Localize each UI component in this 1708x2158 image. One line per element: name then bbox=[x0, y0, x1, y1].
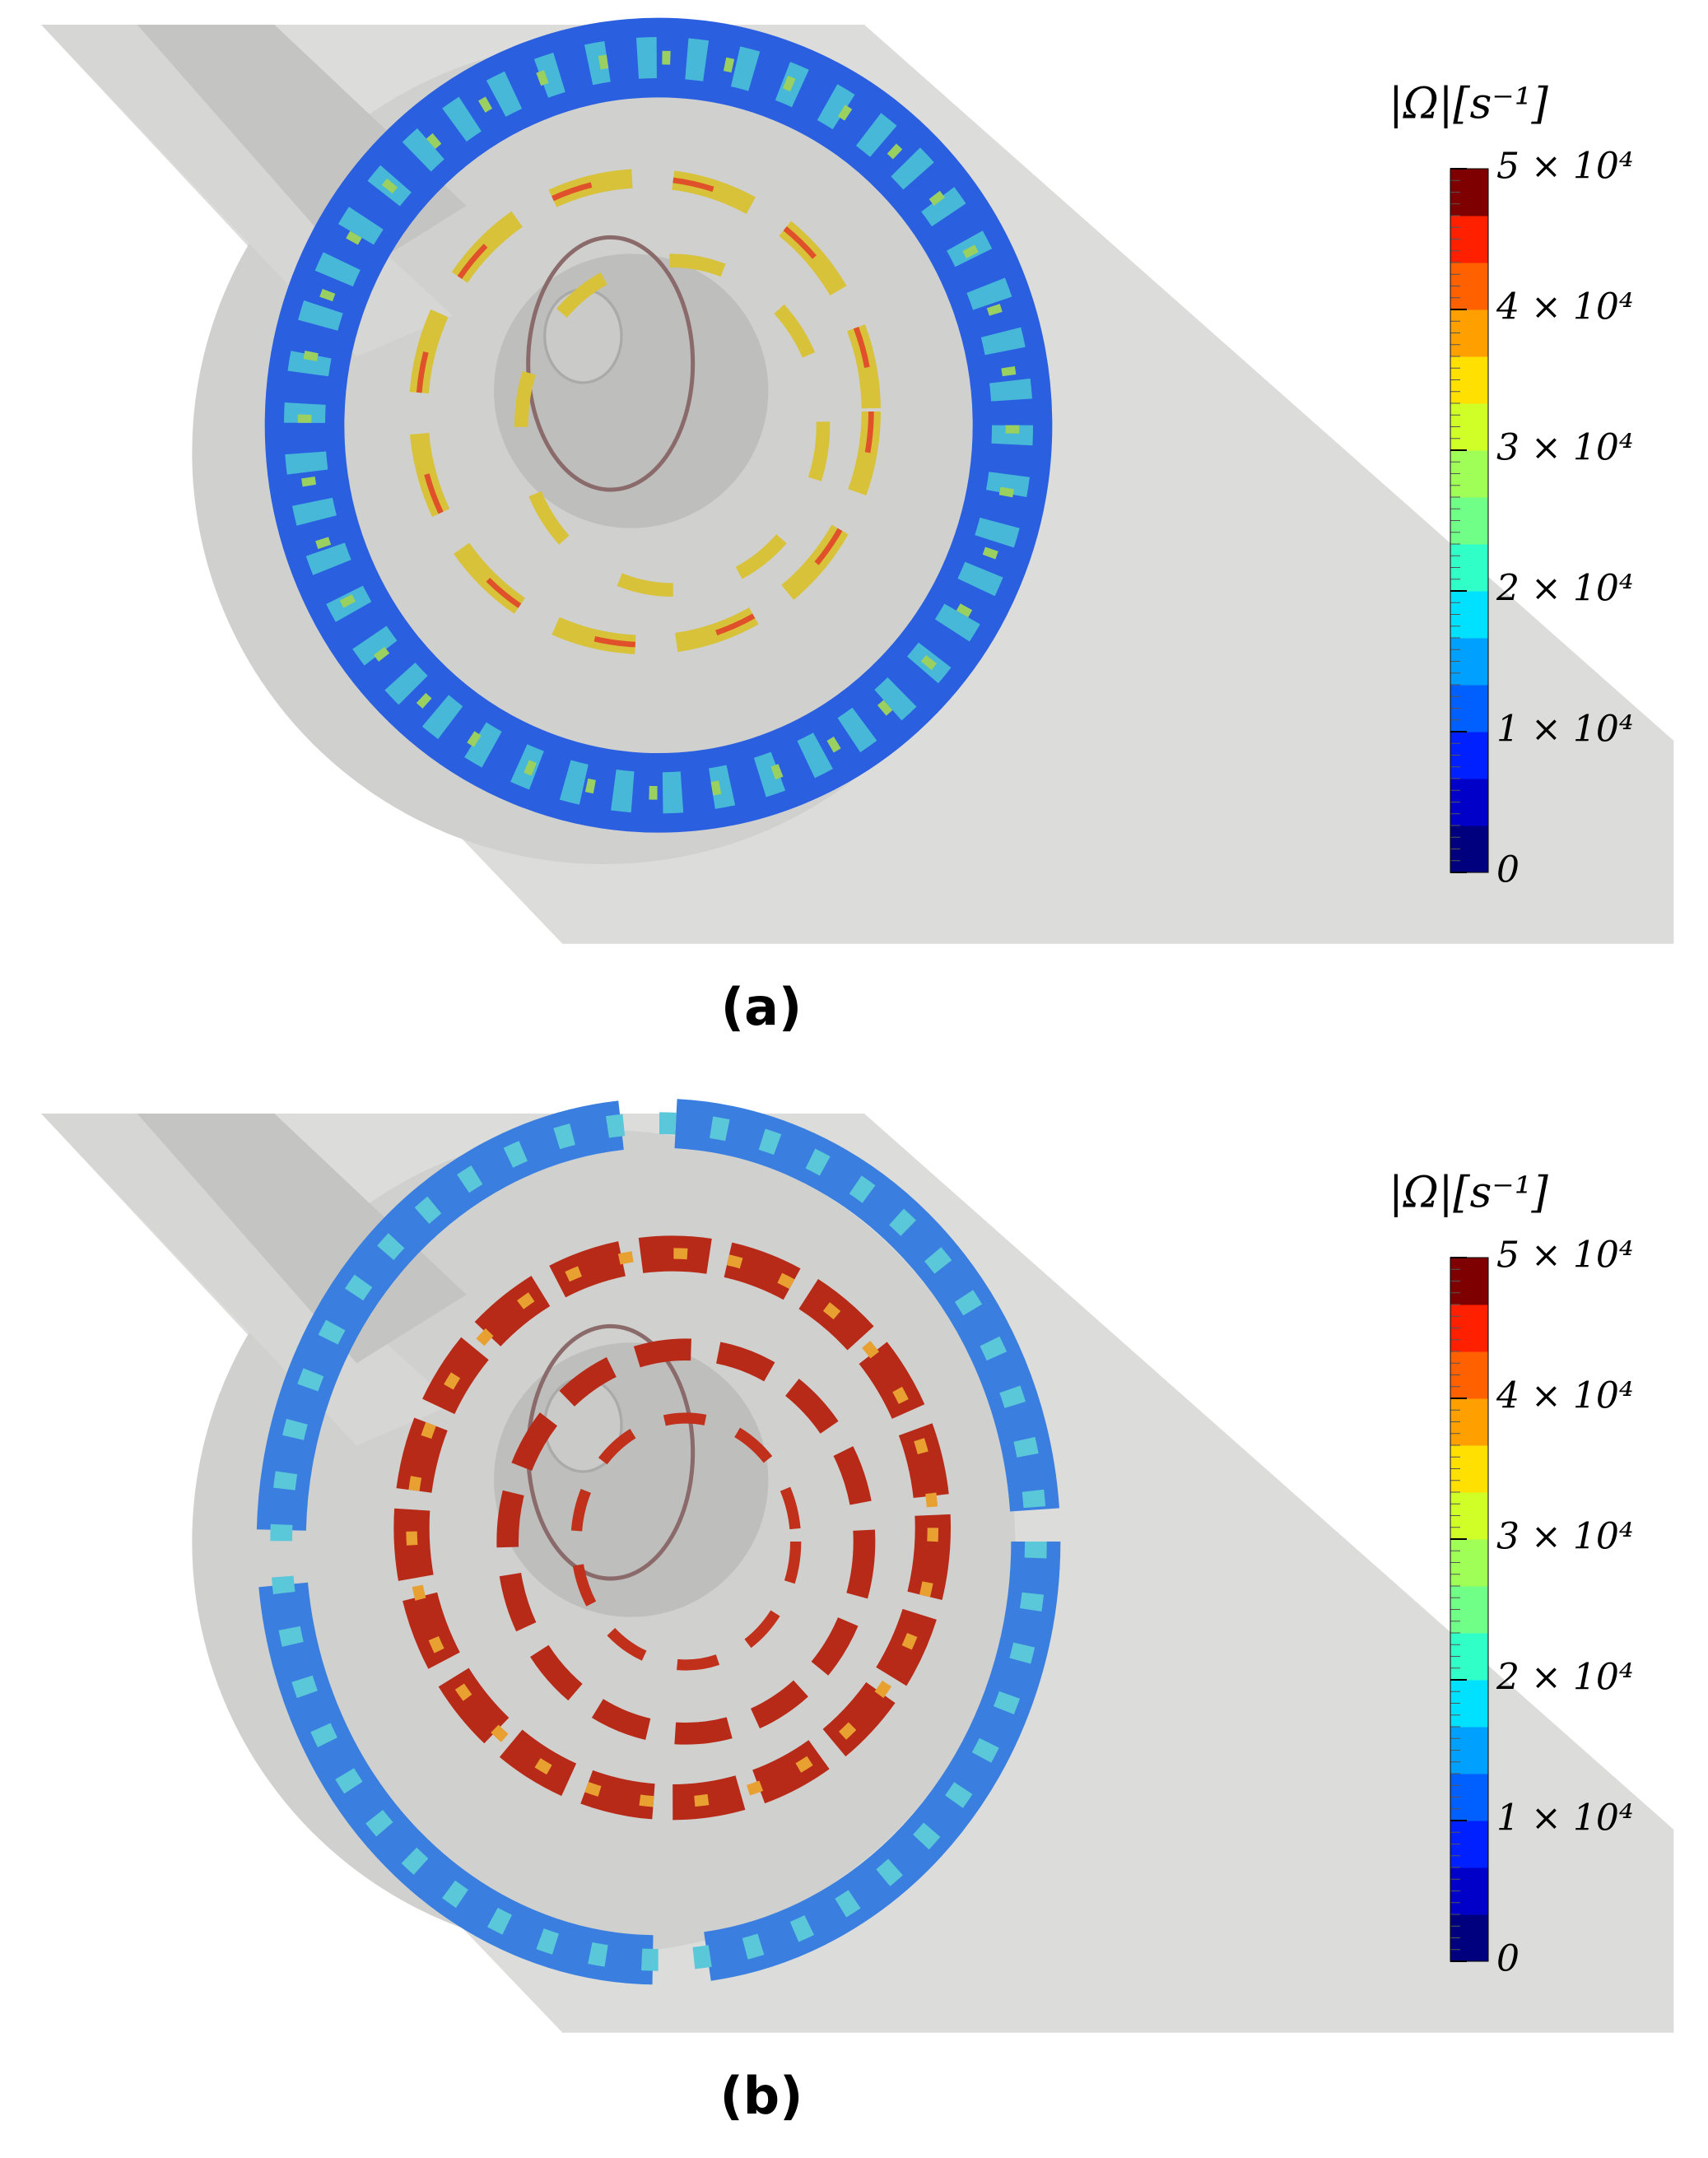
colorbar: |Ω|[s⁻¹] 0 1 × 10⁴ 2 × 10⁴ 3 × 10⁴ 4 × 10⁴ 5 ×… bbox=[1389, 80, 1633, 891]
colorbar-tick-label: 0 bbox=[1496, 1938, 1520, 1980]
colorbar-tick-label: 2 × 10⁴ bbox=[1496, 568, 1633, 610]
colorbar-tick-label: 3 × 10⁴ bbox=[1496, 1516, 1633, 1558]
colorbar-tick-label: 0 bbox=[1496, 849, 1520, 891]
colorbar-frame bbox=[1450, 1257, 1489, 1962]
colorbar-tick-label: 4 × 10⁴ bbox=[1496, 1375, 1633, 1417]
colorbar-tick-label: 2 × 10⁴ bbox=[1496, 1657, 1633, 1699]
panel: |Ω|[s⁻¹] 0 1 × 10⁴ 2 × 10⁴ 3 × 10⁴ 4 × 10⁴ 5 ×… bbox=[41, 1098, 1673, 2126]
colorbar-tick-label: 5 × 10⁴ bbox=[1496, 1235, 1633, 1277]
flow-render bbox=[41, 1098, 1673, 2033]
panel-caption: (b) bbox=[719, 2066, 803, 2126]
colorbar-tick-label: 1 × 10⁴ bbox=[1496, 709, 1633, 751]
panel-caption: (a) bbox=[721, 977, 803, 1037]
colorbar-tick-label: 5 × 10⁴ bbox=[1496, 146, 1633, 188]
colorbar-frame bbox=[1450, 168, 1489, 873]
colorbar-tick-label: 4 × 10⁴ bbox=[1496, 286, 1633, 328]
colorbar-title: |Ω|[s⁻¹] bbox=[1389, 80, 1548, 129]
flow-render bbox=[41, 17, 1673, 944]
panel: |Ω|[s⁻¹] 0 1 × 10⁴ 2 × 10⁴ 3 × 10⁴ 4 × 10⁴ 5 ×… bbox=[41, 17, 1673, 1037]
colorbar-title: |Ω|[s⁻¹] bbox=[1389, 1169, 1548, 1218]
colorbar-tick-label: 3 × 10⁴ bbox=[1496, 427, 1633, 469]
colorbar-tick-label: 1 × 10⁴ bbox=[1496, 1798, 1633, 1839]
colorbar: |Ω|[s⁻¹] 0 1 × 10⁴ 2 × 10⁴ 3 × 10⁴ 4 × 10⁴ 5 ×… bbox=[1389, 1169, 1633, 1980]
